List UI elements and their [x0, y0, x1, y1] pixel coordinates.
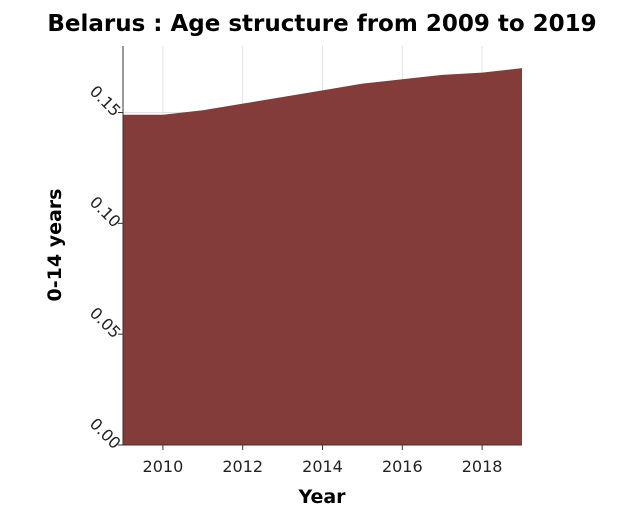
y-tick-label: 0.05 [86, 303, 125, 342]
chart-title: Belarus : Age structure from 2009 to 201… [47, 11, 596, 37]
x-axis-label: Year [297, 486, 346, 508]
x-tick-label: 2012 [222, 457, 263, 476]
x-tick-label: 2016 [382, 457, 423, 476]
area-layer [123, 68, 522, 446]
y-tick-label: 0.00 [86, 414, 125, 453]
y-tick-label: 0.10 [86, 193, 125, 232]
area-series-0 [123, 68, 522, 446]
x-tick-label: 2014 [302, 457, 343, 476]
x-tick-label: 2010 [143, 457, 184, 476]
x-tick-label: 2018 [462, 457, 503, 476]
y-tick-label: 0.15 [86, 82, 125, 121]
y-axis-label: 0-14 years [44, 189, 66, 302]
